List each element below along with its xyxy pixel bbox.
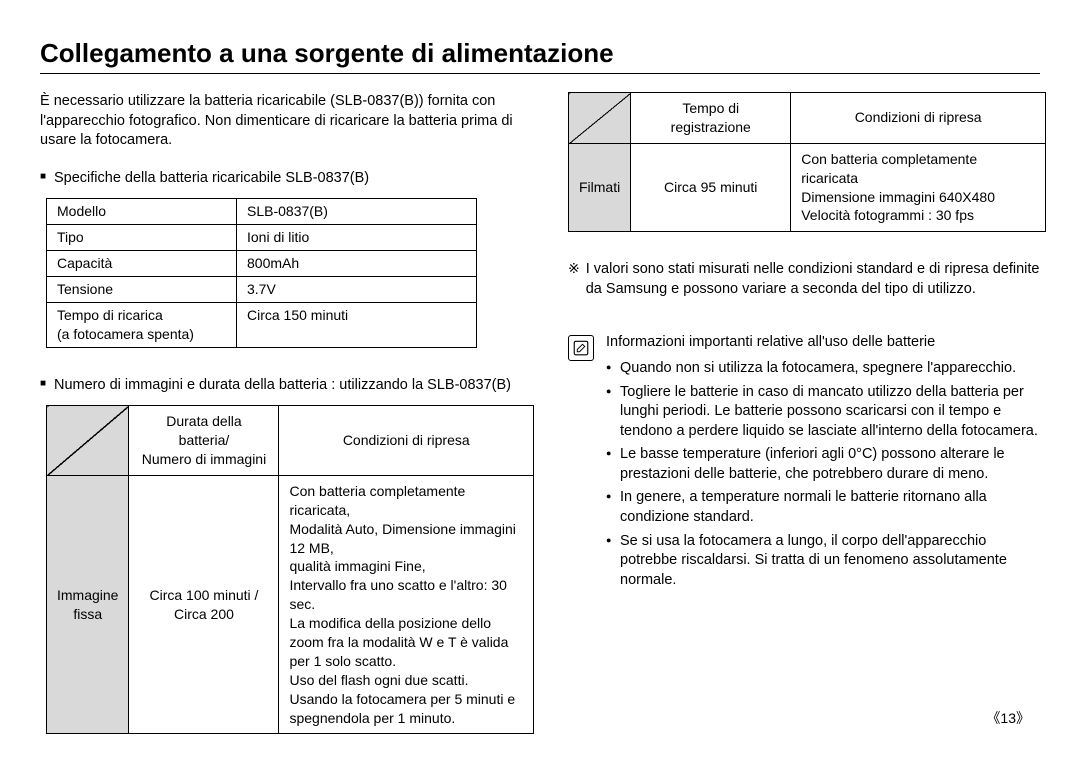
col-header: Condizioni di ripresa	[791, 93, 1046, 144]
battery-spec-table: ModelloSLB-0837(B) TipoIoni di litio Cap…	[46, 198, 477, 347]
usage-heading: Numero di immagini e durata della batter…	[40, 376, 534, 396]
left-column: È necessario utilizzare la batteria rica…	[40, 92, 534, 762]
list-item: Se si usa la fotocamera a lungo, il corp…	[606, 532, 1046, 591]
two-column-layout: È necessario utilizzare la batteria rica…	[40, 92, 1040, 762]
pencil-note-icon	[572, 339, 590, 357]
footnote-text: I valori sono stati misurati nelle condi…	[586, 260, 1046, 299]
row-value: Circa 95 minuti	[631, 143, 791, 232]
spec-label: Capacità	[47, 251, 237, 277]
row-conditions: Con batteria completamente ricaricata Di…	[791, 143, 1046, 232]
row-label: Immagine fissa	[47, 475, 129, 734]
spec-label: Tipo	[47, 225, 237, 251]
row-value: Circa 100 minuti / Circa 200	[129, 475, 279, 734]
page-title: Collegamento a una sorgente di alimentaz…	[40, 38, 1040, 69]
info-list: Quando non si utilizza la fotocamera, sp…	[606, 359, 1046, 590]
movie-table: Tempo di registrazione Condizioni di rip…	[568, 92, 1046, 232]
spec-label: Tensione	[47, 276, 237, 302]
col-header: Tempo di registrazione	[631, 93, 791, 144]
page-number: 《13》	[986, 708, 1030, 728]
still-image-table: Durata della batteria/ Numero di immagin…	[46, 405, 534, 734]
note-icon	[568, 335, 594, 361]
list-item: Togliere le batterie in caso di mancato …	[606, 383, 1046, 442]
list-item: In genere, a temperature normali le batt…	[606, 488, 1046, 527]
spec-value: Circa 150 minuti	[237, 302, 477, 347]
page: Collegamento a una sorgente di alimentaz…	[0, 0, 1080, 746]
col-header: Durata della batteria/ Numero di immagin…	[129, 406, 279, 476]
diagonal-cell	[47, 406, 129, 476]
spec-value: SLB-0837(B)	[237, 199, 477, 225]
spec-value: 800mAh	[237, 251, 477, 277]
spec-value: 3.7V	[237, 276, 477, 302]
row-label: Filmati	[569, 143, 631, 232]
info-body: Informazioni importanti relative all'uso…	[606, 333, 1046, 594]
spec-heading: Specifiche della batteria ricaricabile S…	[40, 169, 534, 189]
row-conditions: Con batteria completamente ricaricata, M…	[279, 475, 534, 734]
info-block: Informazioni importanti relative all'uso…	[568, 333, 1046, 594]
info-heading: Informazioni importanti relative all'uso…	[606, 333, 1046, 353]
spec-label: Modello	[47, 199, 237, 225]
spec-label: Tempo di ricarica (a fotocamera spenta)	[47, 302, 237, 347]
note-mark-icon: ※	[568, 260, 580, 277]
title-rule	[40, 73, 1040, 74]
right-column: Tempo di registrazione Condizioni di rip…	[568, 92, 1046, 762]
intro-text: È necessario utilizzare la batteria rica…	[40, 92, 534, 151]
diagonal-cell	[569, 93, 631, 144]
footnote: ※ I valori sono stati misurati nelle con…	[568, 260, 1046, 299]
col-header: Condizioni di ripresa	[279, 406, 534, 476]
list-item: Quando non si utilizza la fotocamera, sp…	[606, 359, 1046, 379]
list-item: Le basse temperature (inferiori agli 0°C…	[606, 445, 1046, 484]
spec-value: Ioni di litio	[237, 225, 477, 251]
